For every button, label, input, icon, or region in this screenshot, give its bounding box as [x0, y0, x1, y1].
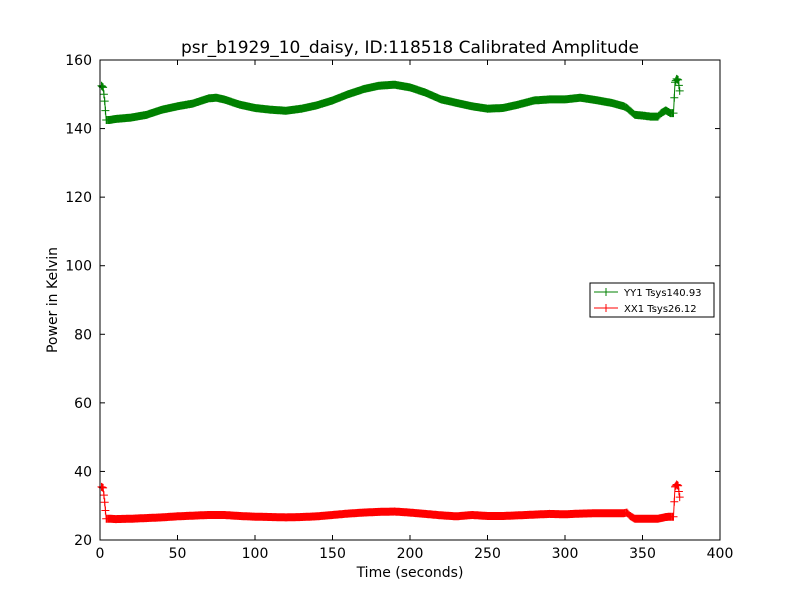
y-tick-label: 60 — [74, 396, 92, 412]
legend-box — [589, 282, 715, 318]
x-tick-label: 350 — [629, 546, 656, 562]
y-tick-label: 100 — [65, 259, 92, 275]
y-tick-label: 160 — [65, 53, 92, 69]
legend-yy1-marker — [602, 288, 610, 296]
x-tick-label: 0 — [96, 546, 105, 562]
y-tick-label: 140 — [65, 122, 92, 138]
x-tick-label: 50 — [169, 546, 187, 562]
y-tick-label: 120 — [65, 190, 92, 206]
y-axis-label: Power in Kelvin — [45, 247, 61, 353]
legend: YY1 Tsys140.93 XX1 Tsys26.12 — [589, 282, 715, 318]
series-xx1 — [97, 480, 684, 524]
legend-yy1-label: YY1 Tsys140.93 — [623, 288, 702, 299]
y-tick-label: 40 — [74, 464, 92, 480]
axis-ticks: 0 50 100 150 200 250 300 350 400 20 40 60 80 100 120 14… — [65, 53, 733, 562]
series-markers — [97, 74, 684, 124]
chart-title: psr_b1929_10_daisy, ID:118518 Calibrated… — [181, 38, 639, 58]
x-tick-label: 300 — [552, 546, 579, 562]
x-tick-label: 150 — [319, 546, 346, 562]
x-tick-label: 250 — [474, 546, 501, 562]
legend-xx1-label: XX1 Tsys26.12 — [624, 304, 697, 315]
series-markers — [97, 480, 684, 524]
x-tick-label: 200 — [397, 546, 424, 562]
y-tick-label: 80 — [74, 327, 92, 343]
series-layer — [97, 74, 684, 524]
x-axis-label: Time (seconds) — [356, 565, 464, 581]
x-tick-label: 400 — [707, 546, 734, 562]
y-tick-label: 20 — [74, 533, 92, 549]
series-yy1 — [97, 74, 684, 124]
legend-xx1-marker — [602, 304, 610, 312]
x-tick-label: 100 — [242, 546, 269, 562]
